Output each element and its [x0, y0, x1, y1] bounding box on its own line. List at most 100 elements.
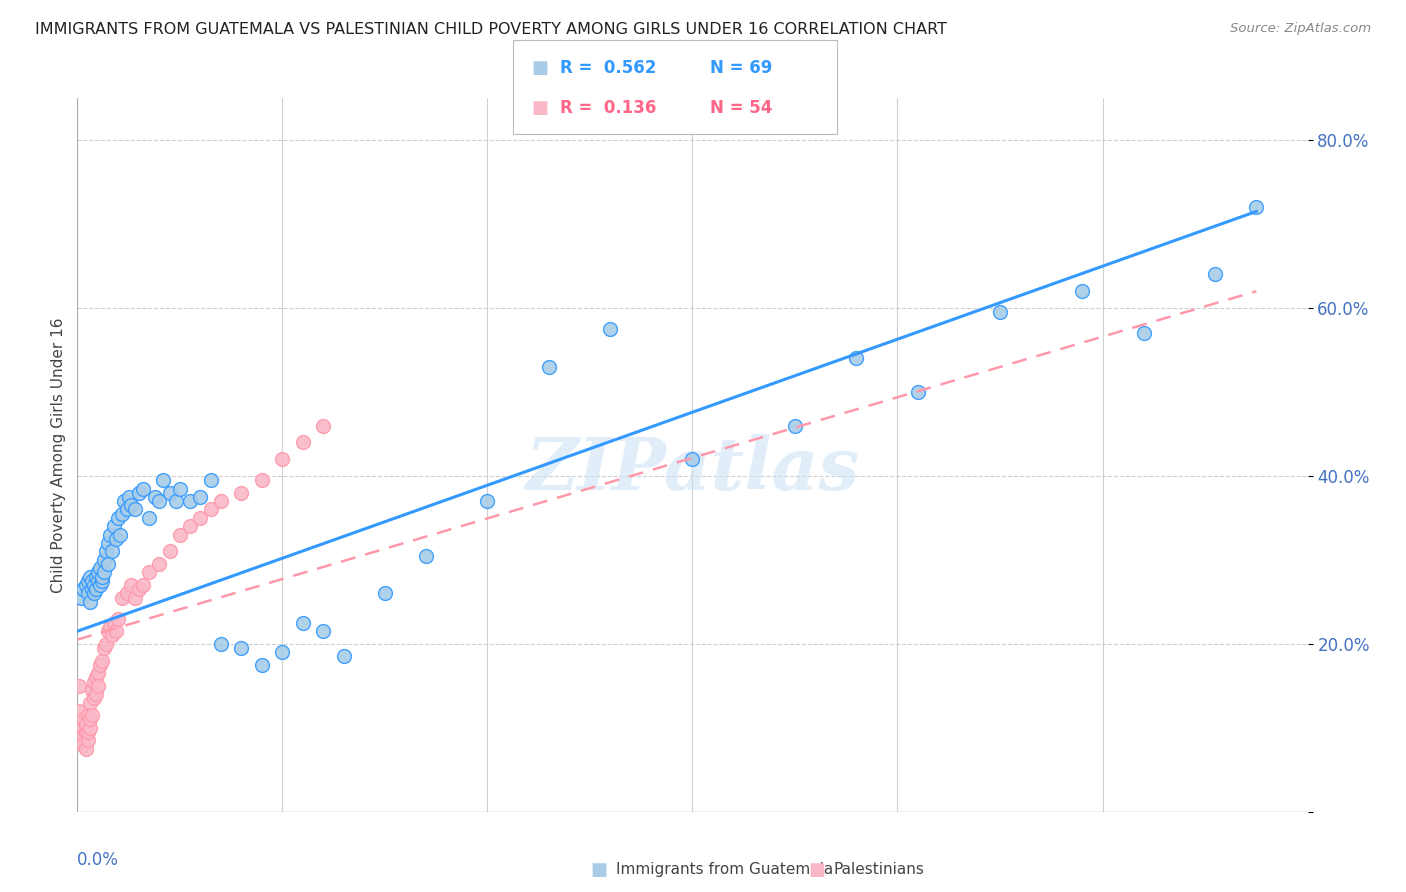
Point: [209, 637, 232, 651]
Point: [110, 527, 132, 541]
Point: [132, 578, 155, 592]
Point: [138, 511, 160, 525]
Point: [76, 586, 98, 600]
Point: [128, 485, 150, 500]
Text: N = 54: N = 54: [710, 99, 772, 117]
Point: [537, 359, 560, 374]
Point: [124, 591, 146, 605]
Point: [188, 511, 212, 525]
Point: [83, 578, 105, 592]
Point: [115, 586, 138, 600]
Point: [374, 586, 396, 600]
Point: [231, 485, 253, 500]
Point: [105, 532, 128, 546]
Text: ■: ■: [591, 861, 607, 879]
Point: [845, 351, 868, 366]
Point: [159, 485, 181, 500]
Point: [1132, 326, 1154, 341]
Point: [97, 557, 120, 571]
Text: ZIPatlas: ZIPatlas: [526, 434, 859, 505]
Text: ■: ■: [531, 99, 548, 117]
Point: [97, 624, 120, 639]
Point: [89, 657, 111, 672]
Text: Source: ZipAtlas.com: Source: ZipAtlas.com: [1230, 22, 1371, 36]
Point: [169, 482, 191, 496]
Point: [1071, 284, 1094, 298]
Point: [291, 435, 314, 450]
Point: [98, 620, 121, 634]
Point: [79, 569, 101, 583]
Point: [72, 582, 94, 597]
Point: [148, 557, 170, 571]
Point: [72, 729, 94, 743]
Point: [120, 578, 142, 592]
Point: [90, 654, 114, 668]
Point: [312, 418, 335, 433]
Point: [115, 502, 138, 516]
Point: [209, 494, 232, 508]
Point: [271, 452, 294, 467]
Point: [84, 582, 107, 597]
Point: [179, 494, 201, 508]
Point: [90, 574, 114, 588]
Point: [200, 502, 222, 516]
Point: [783, 418, 806, 433]
Point: [67, 704, 90, 718]
Point: [80, 683, 103, 698]
Text: N = 69: N = 69: [710, 60, 772, 78]
Point: [682, 452, 704, 467]
Text: R =  0.562: R = 0.562: [560, 60, 657, 78]
Point: [124, 502, 146, 516]
Point: [271, 645, 294, 659]
Point: [84, 569, 107, 583]
Point: [250, 473, 273, 487]
Point: [83, 674, 105, 689]
Text: ■: ■: [808, 861, 825, 879]
Point: [907, 384, 929, 399]
Point: [138, 566, 160, 580]
Point: [80, 582, 103, 597]
Point: [70, 725, 93, 739]
Point: [148, 494, 170, 508]
Point: [117, 490, 139, 504]
Point: [93, 640, 115, 655]
Point: [70, 721, 93, 735]
Point: [76, 708, 98, 723]
Point: [152, 473, 174, 487]
Point: [79, 696, 101, 710]
Text: Immigrants from Guatemala: Immigrants from Guatemala: [616, 863, 834, 877]
Point: [291, 615, 314, 630]
Point: [101, 628, 124, 642]
Point: [75, 741, 97, 756]
Point: [90, 569, 114, 583]
Point: [87, 666, 110, 681]
Point: [105, 624, 128, 639]
Point: [84, 670, 107, 684]
Point: [312, 624, 335, 639]
Point: [87, 566, 110, 580]
Point: [75, 716, 97, 731]
Point: [107, 511, 129, 525]
Point: [165, 494, 187, 508]
Point: [79, 712, 101, 726]
Point: [114, 494, 136, 508]
Point: [143, 490, 166, 504]
Point: [76, 733, 98, 747]
Point: [75, 725, 97, 739]
Point: [599, 322, 621, 336]
Point: [101, 544, 124, 558]
Point: [231, 640, 253, 655]
Point: [79, 595, 101, 609]
Point: [89, 561, 111, 575]
Point: [72, 738, 94, 752]
Point: [132, 482, 155, 496]
Point: [70, 733, 93, 747]
Point: [75, 578, 97, 592]
Point: [87, 574, 110, 588]
Point: [111, 507, 134, 521]
Point: [79, 721, 101, 735]
Point: [415, 549, 437, 563]
Point: [93, 566, 115, 580]
Point: [83, 586, 105, 600]
Point: [98, 527, 121, 541]
